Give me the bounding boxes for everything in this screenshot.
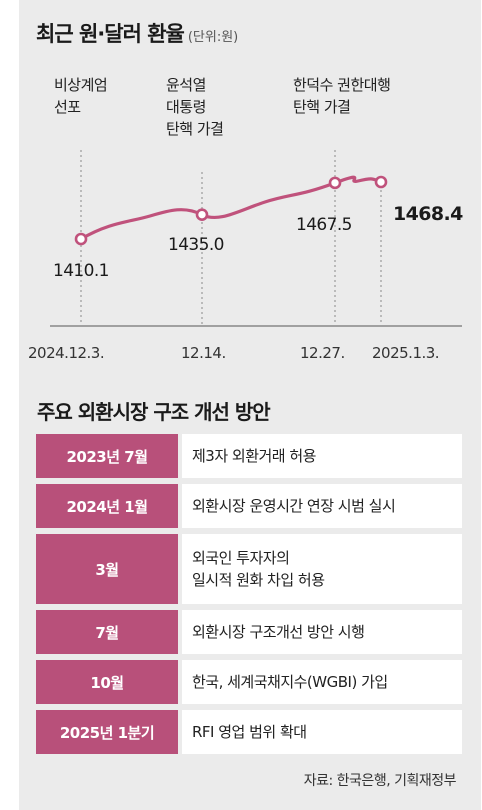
x-tick-label: 2025.1.3. bbox=[372, 344, 439, 362]
plan-row: 3월 외국인 투자자의 일시적 원화 차입 허용 bbox=[36, 534, 462, 604]
plan-row: 10월 한국, 세계국채지수(WGBI) 가입 bbox=[36, 660, 462, 704]
plan-row-date: 2023년 7월 bbox=[36, 434, 178, 478]
data-point bbox=[74, 232, 88, 246]
x-tick-label: 12.14. bbox=[181, 344, 226, 362]
plan-row-desc: 외환시장 구조개선 방안 시행 bbox=[182, 610, 462, 654]
data-label: 1410.1 bbox=[53, 261, 109, 281]
plan-row-desc: 제3자 외환거래 허용 bbox=[182, 434, 462, 478]
plan-row-desc: 외환시장 운영시간 연장 시범 실시 bbox=[182, 484, 462, 528]
plan-row-desc: 한국, 세계국채지수(WGBI) 가입 bbox=[182, 660, 462, 704]
x-tick-label: 12.27. bbox=[300, 344, 345, 362]
data-label: 1435.0 bbox=[168, 235, 224, 255]
annotation-han-impeachment: 한덕수 권한대행 탄핵 가결 bbox=[293, 76, 391, 116]
plan-row: 7월 외환시장 구조개선 방안 시행 bbox=[36, 610, 462, 654]
chart-title-text: 최근 원·달러 환율 bbox=[36, 22, 185, 46]
plan-title: 주요 외환시장 구조 개선 방안 bbox=[37, 400, 271, 424]
data-point bbox=[195, 208, 209, 221]
chart-title: 최근 원·달러 환율 (단위:원) bbox=[36, 18, 238, 48]
x-tick-label: 2024.12.3. bbox=[28, 344, 104, 362]
plan-row-date: 10월 bbox=[36, 660, 178, 704]
plan-row-date: 7월 bbox=[36, 610, 178, 654]
source-note: 자료: 한국은행, 기획재정부 bbox=[303, 773, 457, 789]
chart-unit: (단위:원) bbox=[187, 30, 239, 45]
plan-row-date: 3월 bbox=[36, 534, 178, 604]
annotation-martial-law: 비상계엄 선포 bbox=[54, 76, 108, 116]
plan-row: 2025년 1분기 RFI 영업 범위 확대 bbox=[36, 710, 462, 754]
plan-row-desc: RFI 영업 범위 확대 bbox=[182, 710, 462, 754]
plan-row-date: 2025년 1분기 bbox=[36, 710, 178, 754]
plan-row: 2023년 7월 제3자 외환거래 허용 bbox=[36, 434, 462, 478]
annotation-yoon-impeachment: 윤석열 대통령 탄핵 가결 bbox=[166, 76, 224, 138]
data-label: 1467.5 bbox=[296, 215, 352, 235]
plan-row-desc: 외국인 투자자의 일시적 원화 차입 허용 bbox=[182, 534, 462, 604]
data-label: 1468.4 bbox=[393, 203, 463, 225]
series-line bbox=[79, 175, 383, 241]
plan-row: 2024년 1월 외환시장 운영시간 연장 시범 실시 bbox=[36, 484, 462, 528]
exchange-rate-chart: 1410.1 1435.0 1467.5 1468.4 2024.12.3. 12.14.… bbox=[28, 150, 464, 362]
plan-row-date: 2024년 1월 bbox=[36, 484, 178, 528]
data-point bbox=[328, 176, 342, 190]
data-point bbox=[374, 175, 388, 189]
